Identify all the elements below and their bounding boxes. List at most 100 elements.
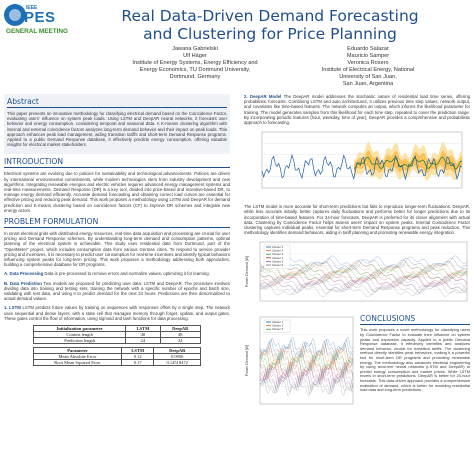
y-axis-label: Power Demand [W] xyxy=(245,256,249,287)
data-processing-text: Data is pre-processed to remove errors a… xyxy=(44,271,210,277)
cluster-series-line xyxy=(259,341,354,363)
table-cell: 24 xyxy=(125,337,161,345)
author-line: Ulf Häger xyxy=(183,53,207,59)
legend-label: Cluster 1 xyxy=(272,320,284,324)
y-axis-label: Power Demand [W] xyxy=(245,345,249,376)
conclusions-block: CONCLUSIONS This work proposes a novel m… xyxy=(360,314,470,396)
forecast-chart-svg xyxy=(261,131,463,189)
author-line: Jawana Gabrielski xyxy=(172,46,218,52)
title-line-1: Real Data-Driven Demand Forecasting xyxy=(121,7,419,25)
lstm-text: LSTM predicts future values by training … xyxy=(4,305,230,321)
author-line: Eduardo Salazar xyxy=(347,46,389,52)
cluster-series-line xyxy=(259,270,468,285)
ieee-pes-logo: IEEE PES GENERAL MEETING xyxy=(4,4,68,42)
lstm-label: 1. LSTM xyxy=(4,305,21,311)
table-row: Prediction length 24 24 xyxy=(32,337,202,345)
deepar-label: 2. DeepAR Model xyxy=(244,94,282,99)
forecast-line xyxy=(353,156,463,170)
poster-header: IEEE PES GENERAL MEETING Real Data-Drive… xyxy=(0,0,474,88)
cluster-series-line xyxy=(259,276,468,291)
legend-box xyxy=(263,320,291,334)
results-text: The LSTM model is more accurate for shor… xyxy=(244,204,470,236)
legend-label: Cluster 5 xyxy=(272,260,284,264)
abstract-heading: Abstract xyxy=(7,97,227,108)
introduction-heading: INTRODUCTION xyxy=(4,157,230,169)
abstract-box: Abstract This paper presents an innovati… xyxy=(4,94,230,155)
parameters-table: Initialization parameter LSTM DeepAR Con… xyxy=(32,325,202,345)
table-cell: Prediction length xyxy=(32,337,127,345)
problem-text: In smart electrical grids with distribut… xyxy=(4,231,230,268)
table-cell: 0.14518472 xyxy=(153,359,201,367)
data-processing-paragraph: A. Data Processing Data is pre-processed… xyxy=(4,271,230,276)
cluster-series-line xyxy=(259,264,468,280)
logo-meeting-text: GENERAL MEETING xyxy=(6,28,69,35)
table-header-row: Parameter LSTM DeepAR xyxy=(33,347,201,355)
cluster-series-line xyxy=(259,362,354,384)
cluster-series-line xyxy=(259,260,468,275)
right-column: 2. DeepAR Model The DeepAR model address… xyxy=(244,94,470,414)
abstract-text: This paper presents an innovative method… xyxy=(7,111,227,148)
data-processing-label: A. Data Processing xyxy=(4,271,44,277)
cluster-series-line xyxy=(259,355,354,377)
legend-label: Cluster 3 xyxy=(272,253,284,257)
author-line: Institute of Electrical Energy, National xyxy=(321,67,415,73)
bottom-right-area: Power Demand [W] Cluster 1 Cluster 2 Cluste… xyxy=(244,314,470,414)
legend-label: Cluster 4 xyxy=(272,256,284,260)
cluster-series-line xyxy=(259,283,468,298)
cluster-series-line xyxy=(259,281,468,296)
author-line: Energy Economics, TU Dortmund University… xyxy=(139,67,251,73)
introduction-text: Electrical systems are evolving due to p… xyxy=(4,171,230,213)
author-line: Veronica Rosero xyxy=(347,60,389,66)
authors-right: Eduardo Salazar Mauricio Samper Veronica… xyxy=(298,46,438,88)
author-line: University of San Juan, xyxy=(339,74,397,80)
left-column: Abstract This paper presents an innovati… xyxy=(4,94,230,367)
cluster-series-line xyxy=(259,351,354,373)
cluster-series-line xyxy=(259,337,354,359)
legend-label: Cluster 1 xyxy=(272,245,284,249)
cluster-series-line xyxy=(259,267,468,282)
deepar-text: The DeepAR model addresses the stochasti… xyxy=(244,94,470,126)
author-line: Mauricio Samper xyxy=(346,53,390,59)
ieee-logo-mark xyxy=(4,4,26,26)
table-cell: 24 xyxy=(159,337,202,345)
table-row: Root Mean Squared Error 0.17 0.14518472 xyxy=(33,359,201,367)
cluster-chart-top: Power Demand [W] Cluster 1 Cluster 2 Cluste… xyxy=(244,239,470,314)
forecast-chart xyxy=(244,129,470,204)
error-metrics-table: Parameter LSTM DeepAR Mean Absolute Erro… xyxy=(33,347,201,367)
cluster-series-line xyxy=(260,258,468,273)
deepar-paragraph: 2. DeepAR Model The DeepAR model address… xyxy=(244,94,470,125)
legend-label: Cluster 2 xyxy=(272,324,284,328)
cluster-series-line xyxy=(259,255,468,271)
cluster-series-line xyxy=(259,262,468,278)
data-prediction-label: B. Data Prediction xyxy=(4,280,42,286)
actual-demand-line xyxy=(261,154,463,181)
data-prediction-text: Two models are proposed for predicting u… xyxy=(4,280,230,302)
lstm-paragraph: 1. LSTM LSTM predicts future values by t… xyxy=(4,305,230,321)
legend-label: Cluster 3 xyxy=(272,328,284,332)
cluster-series-line xyxy=(259,375,354,398)
author-line: Dortmund, Germany xyxy=(169,74,221,80)
confidence-band-inner xyxy=(354,150,462,173)
author-line: Institute of Energy Systems, Energy Effi… xyxy=(132,60,258,66)
cluster-series-line xyxy=(259,279,468,294)
conclusions-text: This work proposes a novel methodology f… xyxy=(360,327,470,393)
problem-heading: PROBLEM FORMULATION xyxy=(4,217,230,229)
table-cell: Root Mean Squared Error xyxy=(33,359,122,367)
cluster-chart-bottom: Power Demand [W] Cluster 1 Cluster 2 Cluste… xyxy=(244,314,356,417)
authors-left: Jawana Gabrielski Ulf Häger Institute of… xyxy=(125,46,265,81)
legend-label: Cluster 2 xyxy=(272,249,284,253)
conclusions-heading: CONCLUSIONS xyxy=(360,314,470,326)
legend-label: Cluster 6 xyxy=(272,263,284,267)
cluster-series-line xyxy=(259,353,354,375)
poster-title: Real Data-Driven Demand Forecasting and … xyxy=(90,7,450,43)
logo-ieee-text: IEEE xyxy=(26,5,38,11)
cluster-series-line xyxy=(259,272,468,287)
logo-pes-text: PES xyxy=(24,9,56,26)
title-line-2: and Clustering for Price Planning xyxy=(143,25,397,43)
cluster-series-line xyxy=(259,346,354,368)
data-prediction-paragraph: B. Data Prediction Two models are propos… xyxy=(4,281,230,302)
